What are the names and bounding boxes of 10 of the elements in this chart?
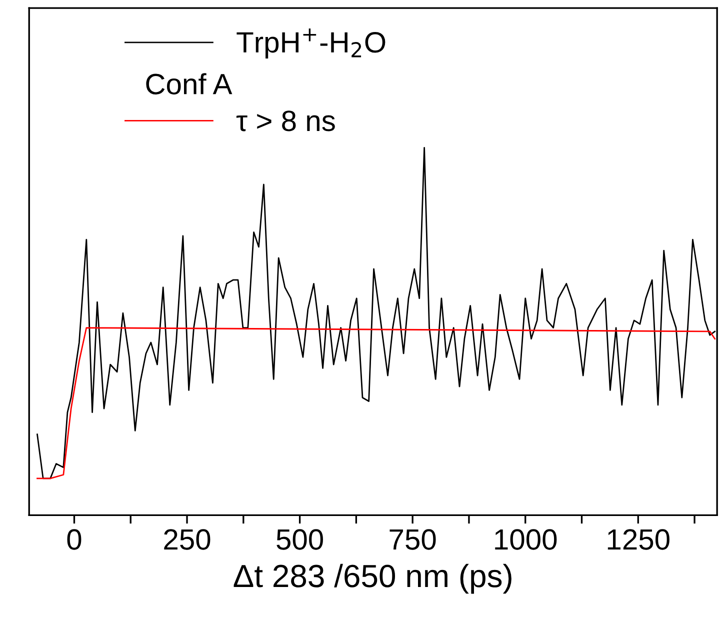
x-tick-label: 250 bbox=[164, 529, 210, 550]
text: Conf A bbox=[146, 73, 232, 94]
x-tick-label: 0 bbox=[67, 529, 82, 550]
legend-label: τ > 8 ns bbox=[236, 110, 335, 132]
x-tick-label: 750 bbox=[390, 529, 436, 550]
x-axis-title: Δt 283 /650 nm (ps) bbox=[234, 564, 512, 594]
x-tick-label: 1000 bbox=[495, 529, 557, 550]
x-tick-label: 1250 bbox=[608, 529, 670, 550]
x-tick-label: 500 bbox=[276, 529, 323, 550]
legend-label: TrpH$^{+}$-H$_{2}$O bbox=[236, 28, 386, 58]
